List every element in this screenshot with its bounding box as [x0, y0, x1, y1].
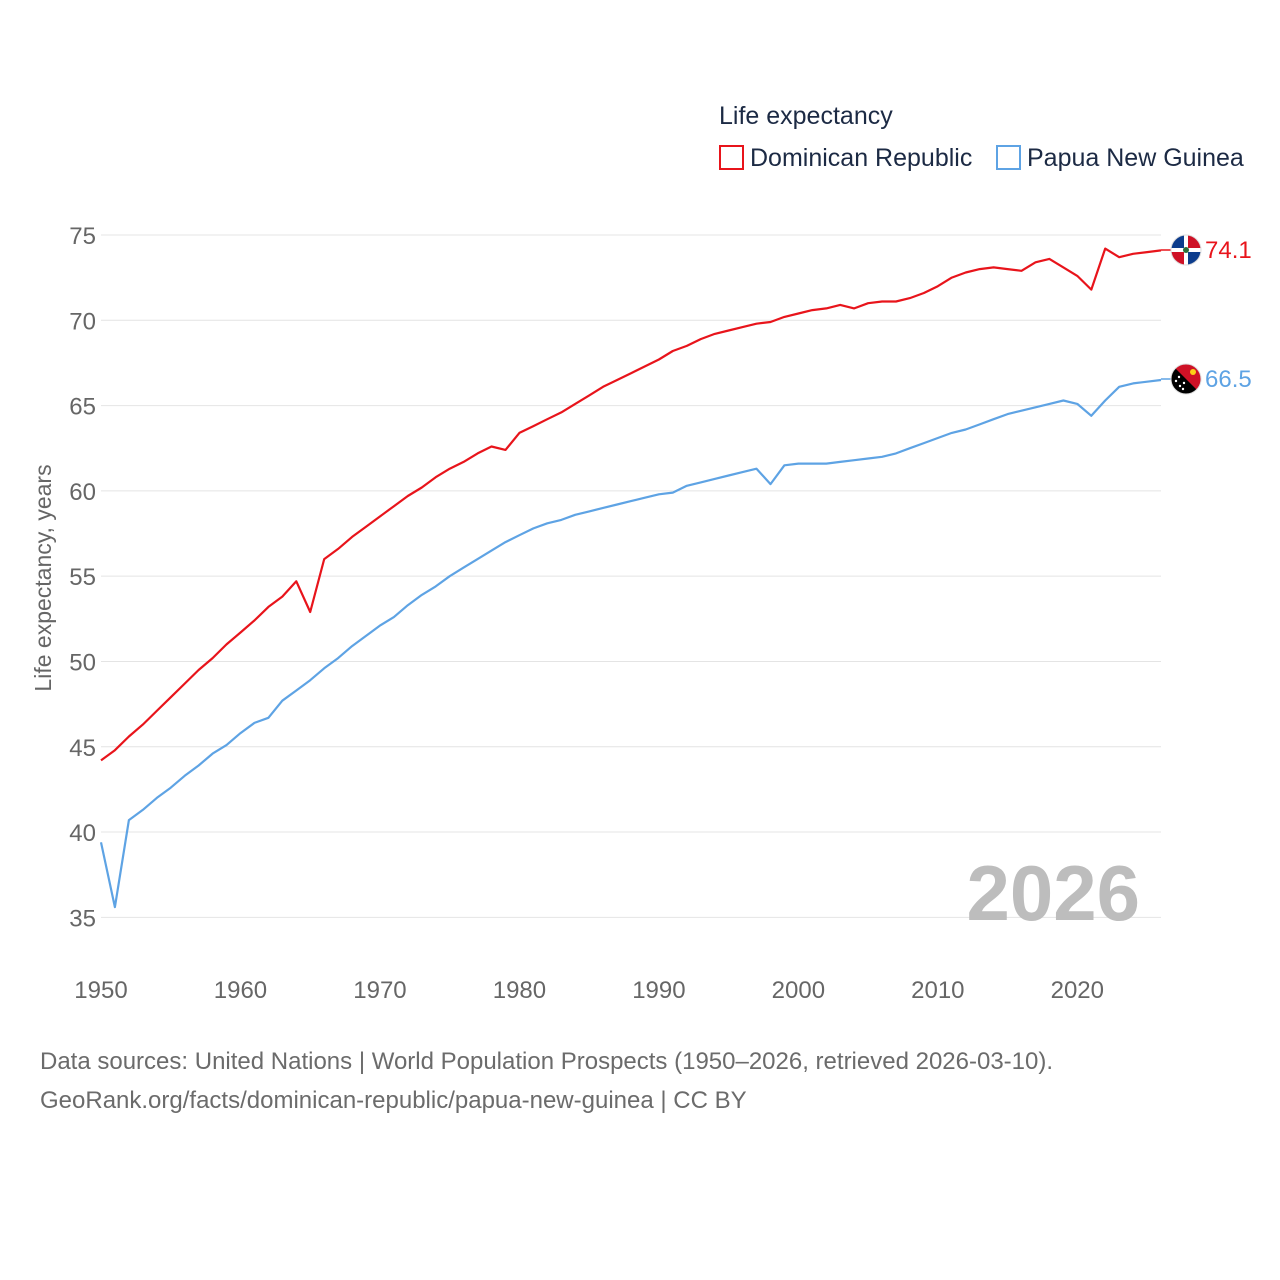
x-tick-label: 1990: [632, 977, 685, 1004]
y-tick-label: 45: [69, 735, 96, 762]
series-line-papua-new-guinea[interactable]: [99, 378, 1162, 909]
x-axis-ticks: 1950 1960 1970 1980 1990 2000 2010 2020: [74, 977, 1104, 1004]
y-tick-label: 55: [69, 564, 96, 591]
end-marker-papua-new-guinea: 66.5: [1161, 363, 1252, 395]
y-axis-label: Life expectancy, years: [30, 464, 56, 691]
x-tick-label: 1970: [353, 977, 406, 1004]
y-tick-label: 50: [69, 649, 96, 676]
legend-label-papua-new-guinea[interactable]: Papua New Guinea: [1027, 144, 1244, 172]
y-tick-label: 70: [69, 308, 96, 335]
legend: Life expectancy Dominican Republic Papua…: [719, 102, 1244, 172]
gridlines: [101, 234, 1161, 918]
x-tick-label: 2020: [1051, 977, 1104, 1004]
y-tick-label: 40: [69, 820, 96, 847]
flag-border: [1170, 363, 1202, 395]
y-tick-label: 60: [69, 479, 96, 506]
y-tick-label: 35: [69, 905, 96, 932]
data-source-note: Data sources: United Nations | World Pop…: [40, 1048, 1054, 1075]
current-year-overlay: 2026: [966, 849, 1140, 937]
y-tick-label: 65: [69, 394, 96, 421]
flag-border: [1170, 234, 1202, 266]
legend-swatch-dominican-republic[interactable]: [719, 145, 744, 170]
y-axis-ticks: 35 40 45 50 55 60 65 70 75: [69, 223, 96, 932]
end-marker-dominican-republic: 74.1: [1161, 234, 1252, 266]
x-tick-label: 1980: [493, 977, 546, 1004]
x-tick-label: 2000: [772, 977, 825, 1004]
x-tick-label: 1960: [214, 977, 267, 1004]
y-tick-label: 75: [69, 223, 96, 250]
x-tick-label: 2010: [911, 977, 964, 1004]
legend-label-dominican-republic[interactable]: Dominican Republic: [750, 144, 972, 172]
chart-footer: Data sources: United Nations | World Pop…: [40, 1042, 1053, 1120]
series-lines: [99, 247, 1162, 909]
papua-new-guinea-flag-icon: [1171, 364, 1201, 394]
legend-swatch-papua-new-guinea[interactable]: [996, 145, 1021, 170]
legend-title: Life expectancy: [719, 102, 893, 130]
series-line-dominican-republic[interactable]: [100, 247, 1162, 762]
end-value-label-papua-new-guinea: 66.5: [1205, 366, 1252, 393]
x-tick-label: 1950: [74, 977, 127, 1004]
source-url[interactable]: GeoRank.org/facts/dominican-republic/pap…: [40, 1087, 747, 1114]
end-value-label-dominican-republic: 74.1: [1205, 237, 1252, 264]
